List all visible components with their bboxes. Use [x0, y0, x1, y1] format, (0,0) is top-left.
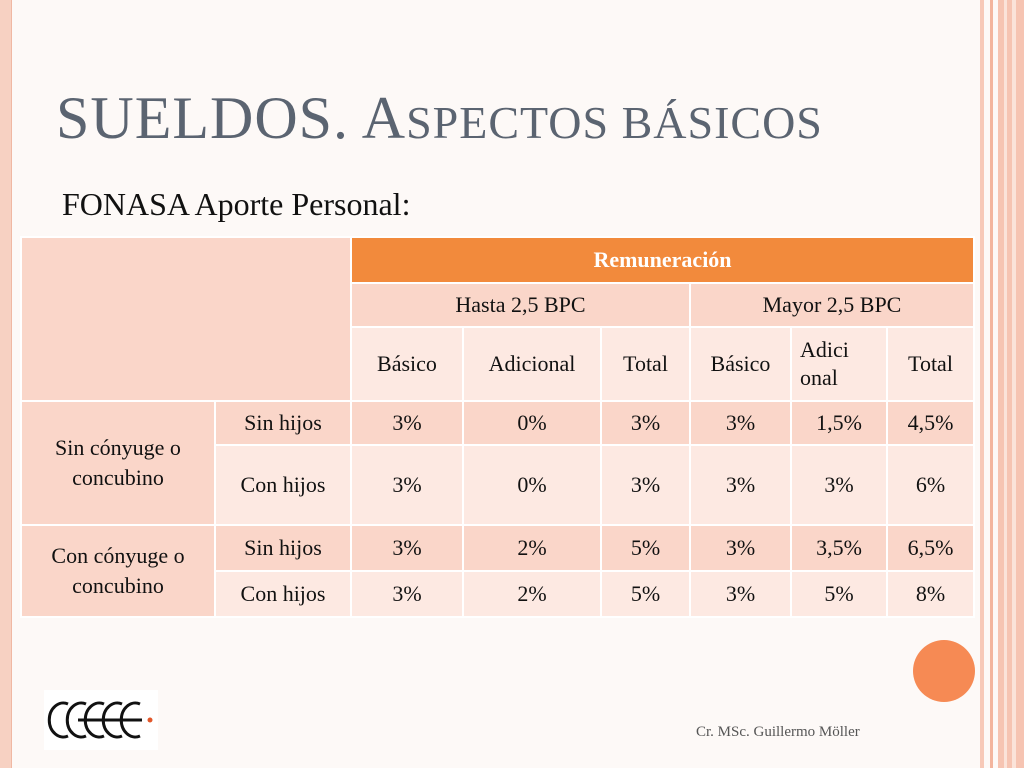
table-cell: 5% [600, 570, 691, 618]
col-header-total-1: Total [600, 326, 691, 402]
ccee-logo-icon [47, 701, 153, 739]
table-corner-blank [20, 236, 352, 402]
col-header-basico-2: Básico [689, 326, 792, 402]
table-cell: 3% [689, 400, 792, 446]
table-cell: 3% [689, 570, 792, 618]
right-border-stripes [980, 0, 1024, 768]
header-remuneracion: Remuneración [350, 236, 975, 284]
table-cell: 8% [886, 570, 975, 618]
table-cell: 5% [600, 524, 691, 572]
table-cell: 3% [790, 444, 888, 526]
table-cell: 3% [350, 400, 464, 446]
table-cell: 5% [790, 570, 888, 618]
table-cell: 0% [462, 400, 602, 446]
fonasa-table: Remuneración Hasta 2,5 BPC Mayor 2,5 BPC… [20, 236, 975, 618]
slide-subtitle: FONASA Aporte Personal: [62, 186, 411, 222]
title-small-caps: SPECTOS BÁSICOS [406, 97, 823, 148]
row-label: Sin hijos [214, 400, 352, 446]
table-cell: 6% [886, 444, 975, 526]
col-header-adicional-1: Adicional [462, 326, 602, 402]
row-label: Con hijos [214, 444, 352, 526]
group-header-mayor: Mayor 2,5 BPC [689, 282, 975, 328]
footer-author: Cr. MSc. Guillermo Möller [696, 724, 860, 740]
slide-title: SUELDOS. ASPECTOS BÁSICOS [56, 84, 823, 153]
col-header-total-2: Total [886, 326, 975, 402]
left-border-strip [0, 0, 12, 768]
group-label-con-conyuge: Con cónyuge o concubino [20, 524, 216, 618]
orange-circle-decoration [913, 640, 975, 702]
table-cell: 3% [689, 524, 792, 572]
table-cell: 3% [350, 570, 464, 618]
col-header-adicional-2: Adici onal [790, 326, 888, 402]
title-main: SUELDOS. A [56, 85, 407, 151]
table-cell: 3% [600, 400, 691, 446]
table-cell: 2% [462, 524, 602, 572]
row-label: Con hijos [214, 570, 352, 618]
group-header-hasta: Hasta 2,5 BPC [350, 282, 691, 328]
group-label-sin-conyuge: Sin cónyuge o concubino [20, 400, 216, 526]
ccee-logo [44, 690, 158, 750]
row-label: Sin hijos [214, 524, 352, 572]
table-cell: 3% [350, 444, 464, 526]
table-cell: 3% [600, 444, 691, 526]
table-cell: 3% [350, 524, 464, 572]
table-cell: 2% [462, 570, 602, 618]
col-header-basico-1: Básico [350, 326, 464, 402]
table-cell: 3% [689, 444, 792, 526]
table-cell: 6,5% [886, 524, 975, 572]
table-cell: 4,5% [886, 400, 975, 446]
table-cell: 3,5% [790, 524, 888, 572]
table-cell: 0% [462, 444, 602, 526]
table-cell: 1,5% [790, 400, 888, 446]
